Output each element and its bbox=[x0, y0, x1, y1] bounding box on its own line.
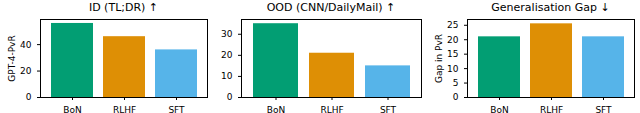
svg-text:0: 0 bbox=[26, 92, 32, 102]
svg-text:25: 25 bbox=[447, 20, 458, 30]
svg-text:BoN: BoN bbox=[63, 105, 81, 113]
svg-text:10: 10 bbox=[221, 71, 233, 81]
html-text:Generalisation Gap ↓: Generalisation Gap ↓ bbox=[491, 1, 610, 14]
svg-text:0: 0 bbox=[227, 92, 233, 102]
svg-text:5: 5 bbox=[453, 78, 459, 88]
svg-text:RLHF: RLHF bbox=[540, 105, 563, 113]
svg-text:40: 40 bbox=[20, 39, 32, 49]
html-text:ID (TL;DR) ↑: ID (TL;DR) ↑ bbox=[88, 1, 159, 14]
svg-text:Gap in PvR: Gap in PvR bbox=[434, 34, 444, 83]
svg-text:RLHF: RLHF bbox=[113, 105, 136, 113]
svg-text:GPT-4-PvR: GPT-4-PvR bbox=[7, 35, 17, 81]
svg-text:0: 0 bbox=[453, 92, 459, 102]
svg-text:BoN: BoN bbox=[490, 105, 508, 113]
svg-text:SFT: SFT bbox=[595, 105, 612, 113]
svg-text:30: 30 bbox=[221, 29, 233, 39]
svg-text:RLHF: RLHF bbox=[320, 105, 343, 113]
svg-text:20: 20 bbox=[221, 50, 233, 60]
svg-text:SFT: SFT bbox=[168, 105, 185, 113]
svg-text:BoN: BoN bbox=[267, 105, 285, 113]
html-text:OOD (CNN/DailyMail) ↑: OOD (CNN/DailyMail) ↑ bbox=[266, 1, 396, 14]
svg-text:20: 20 bbox=[447, 35, 459, 45]
svg-text:SFT: SFT bbox=[380, 105, 397, 113]
svg-text:20: 20 bbox=[20, 66, 32, 76]
svg-text:15: 15 bbox=[447, 49, 458, 59]
svg-text:10: 10 bbox=[447, 63, 459, 73]
